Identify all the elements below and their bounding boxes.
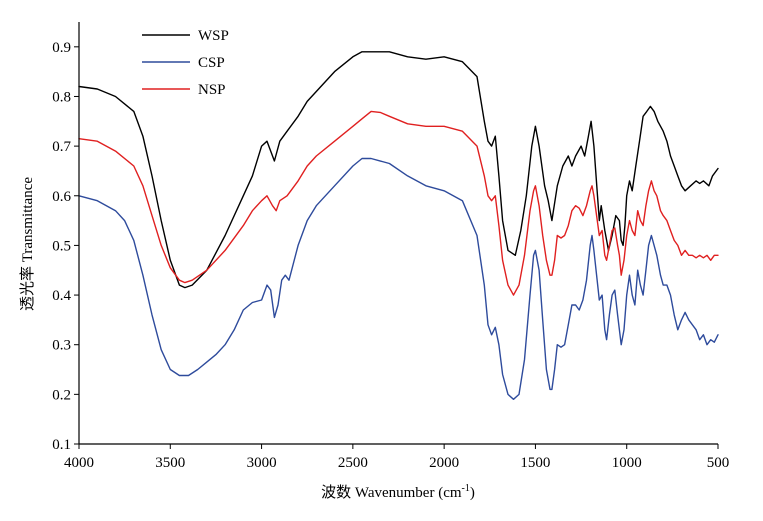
series-line-wsp [78,51,719,289]
legend-label-wsp: WSP [198,28,229,44]
series-line-csp [78,157,719,400]
y-tick-label: 0.4 [52,288,71,304]
axes-layer: 4000 3500 3000 2500 2000 1500 1000 500 0.1 0.2 0.3… [52,22,729,471]
x-tick-label: 4000 [64,455,94,471]
y-tick-label: 0.2 [52,387,71,403]
y-tick-label: 0.3 [52,338,71,354]
x-axis-title: 波数 Wavenumber (cm-1) [321,483,475,501]
x-tick-label: 3000 [247,455,277,471]
y-tick-label: 0.9 [52,40,71,56]
x-tick-label: 1000 [612,455,642,471]
series-line-nsp [78,110,719,296]
legend: WSP CSP NSP [142,28,229,98]
series-layer [78,51,719,400]
legend-label-nsp: NSP [198,82,226,98]
y-tick-label: 0.1 [52,437,71,453]
x-axis-title-main: 波数 Wavenumber (cm [321,484,462,501]
x-tick-label: 1500 [520,455,550,471]
x-tick-label: 2500 [338,455,368,471]
x-tick-label: 2000 [429,455,459,471]
y-tick-label: 0.7 [52,139,71,155]
y-tick-label: 0.5 [52,238,71,254]
y-tick-label: 0.8 [52,89,71,105]
y-axis-title: 透光率 Transmittance [19,177,36,311]
x-tick-label: 500 [707,455,730,471]
x-axis-title-superscript: -1 [462,483,470,494]
x-tick-label: 3500 [155,455,185,471]
x-axis-title-tail: ) [470,485,475,501]
y-tick-label: 0.6 [52,189,71,205]
legend-label-csp: CSP [198,55,225,71]
